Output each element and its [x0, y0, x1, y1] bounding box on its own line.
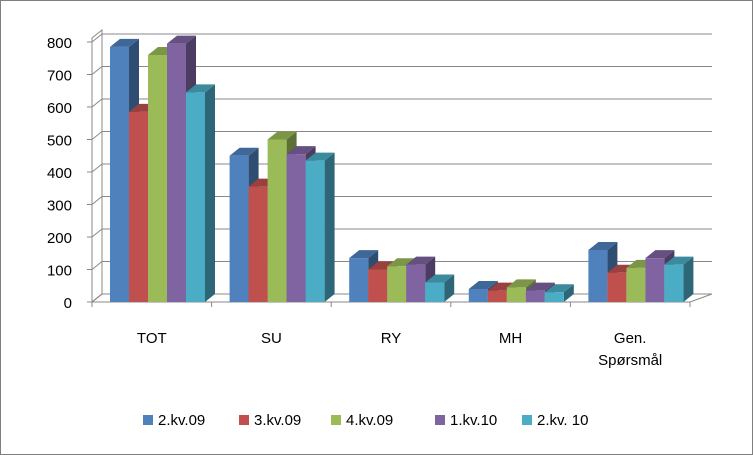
bar — [248, 186, 268, 302]
grid-line-diag — [91, 196, 103, 205]
bar — [406, 264, 426, 302]
y-tick-label: 800 — [47, 35, 72, 52]
legend-swatch — [239, 415, 249, 425]
bar — [305, 160, 325, 302]
x-tick-label: SU — [260, 330, 282, 347]
bar — [544, 292, 564, 302]
y-tick-label: 300 — [47, 197, 72, 214]
bar-top — [110, 38, 139, 47]
bar-top — [664, 256, 694, 265]
bar-top — [349, 250, 379, 259]
bar — [368, 269, 388, 302]
bar — [588, 250, 608, 302]
y-tick-label: 500 — [47, 132, 72, 149]
bar-top — [267, 131, 297, 140]
bar-top — [425, 274, 455, 283]
bar-side — [205, 84, 215, 302]
bar — [487, 290, 507, 302]
legend-label: 2.kv. 10 — [537, 412, 588, 429]
bar-top — [645, 250, 675, 259]
x-tick-label: TOT — [136, 330, 167, 347]
bar-top — [305, 152, 335, 161]
bar — [525, 290, 545, 302]
bar-top — [286, 146, 316, 155]
bar — [468, 289, 488, 302]
bar — [645, 258, 665, 302]
grid-line-diag — [91, 131, 103, 140]
legend-swatch — [143, 415, 153, 425]
grid-line-diag — [91, 98, 103, 108]
x-tick-label: Gen. Spørsmål — [598, 330, 663, 369]
bar-top — [588, 242, 618, 250]
bar — [129, 111, 148, 302]
grid-line-diag — [91, 261, 103, 270]
bar — [267, 139, 287, 302]
legend-swatch — [522, 415, 532, 425]
bar — [506, 287, 526, 302]
bar — [349, 258, 369, 302]
bar-top — [186, 84, 215, 93]
bar-top — [487, 282, 517, 291]
bar-top — [387, 258, 417, 267]
legend-label: 3.kv.09 — [254, 412, 301, 429]
bar-top — [525, 282, 555, 291]
y-tick-label: 600 — [47, 100, 72, 117]
bar-side — [444, 274, 455, 302]
bar-top — [406, 256, 436, 265]
x-tick-label: MH — [498, 330, 523, 347]
y-tick-label: 0 — [64, 295, 72, 312]
bar-top — [167, 35, 196, 44]
bar-top — [468, 281, 498, 289]
bar — [229, 155, 249, 302]
legend-label: 2.kv.09 — [158, 412, 205, 429]
bar — [286, 154, 306, 302]
grid-line-diag — [91, 66, 103, 75]
grid-line-diag — [91, 228, 103, 238]
bar — [148, 55, 167, 302]
bar — [167, 43, 186, 302]
bar-side — [563, 284, 574, 302]
bar-top — [506, 279, 536, 288]
y-tick-label: 100 — [47, 262, 72, 279]
bar — [387, 266, 407, 302]
bar — [425, 282, 445, 302]
bar — [607, 272, 627, 302]
y-tick-label: 400 — [47, 165, 72, 182]
legend-swatch — [435, 415, 445, 425]
x-tick-label: RY — [380, 330, 402, 347]
y-tick-label: 700 — [47, 67, 72, 84]
grid-line-diag — [91, 163, 103, 173]
bar-top — [368, 261, 398, 270]
grid-line-diag — [91, 293, 103, 303]
bar-side — [683, 256, 694, 302]
bar — [664, 264, 684, 302]
grid-line-diag — [91, 33, 103, 43]
legend-label: 4.kv.09 — [346, 412, 393, 429]
legend-swatch — [331, 415, 341, 425]
bar — [626, 267, 646, 302]
legend-label: 1.kv.10 — [450, 412, 497, 429]
bar-top — [229, 147, 259, 156]
bar — [186, 92, 205, 302]
y-tick-label: 200 — [47, 230, 72, 247]
bar — [110, 46, 129, 302]
bar-side — [324, 152, 335, 302]
bar-top — [544, 284, 574, 293]
